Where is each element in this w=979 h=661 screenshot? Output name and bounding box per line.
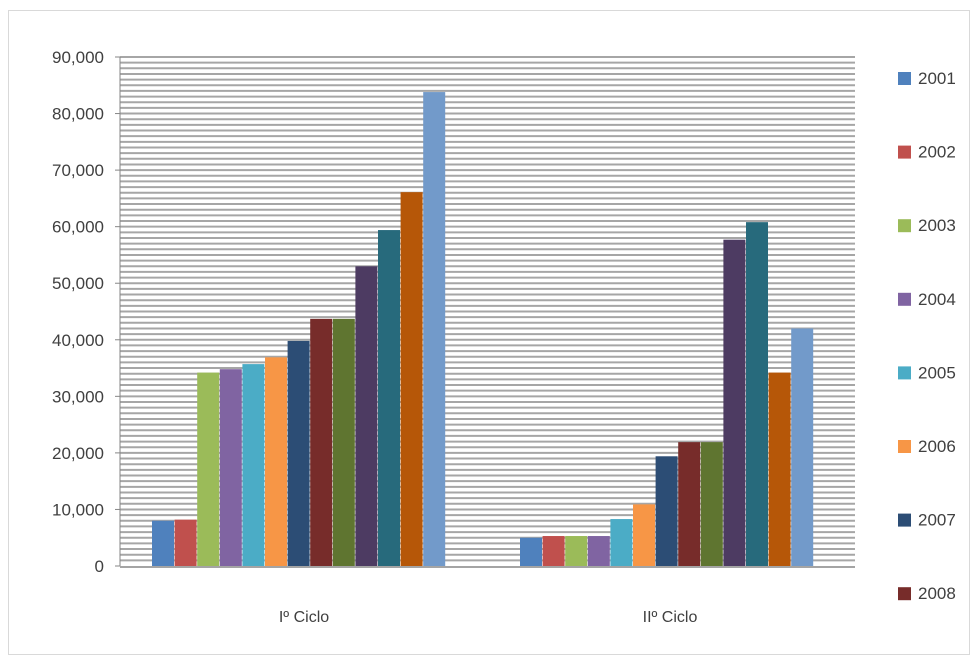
legend-swatch bbox=[898, 440, 911, 453]
legend-label: 2002 bbox=[918, 143, 956, 162]
bar-2008-i-ciclo bbox=[310, 318, 333, 566]
bar-2006-i-ciclo bbox=[265, 357, 287, 566]
bar-2008-ii-ciclo bbox=[678, 442, 701, 566]
y-tick-label: 20,000 bbox=[52, 444, 104, 463]
bar-2001-i-ciclo bbox=[152, 520, 174, 566]
legend-swatch bbox=[898, 72, 911, 85]
legend-label: 2007 bbox=[918, 511, 956, 530]
bar-2010-i-ciclo bbox=[355, 266, 378, 566]
x-category-label: IIº Ciclo bbox=[643, 609, 698, 626]
bar-2011-i-ciclo bbox=[378, 230, 400, 566]
bar-2003-i-ciclo bbox=[197, 372, 220, 566]
bar-2009-i-ciclo bbox=[332, 318, 355, 566]
legend-swatch bbox=[898, 145, 911, 159]
y-tick-label: 80,000 bbox=[52, 105, 104, 124]
bar-2009-ii-ciclo bbox=[700, 442, 723, 566]
legend: 2001 2002 2003 2004 2005 2006 2007 2008 bbox=[898, 69, 956, 603]
bar-2005-ii-ciclo bbox=[610, 519, 633, 566]
legend-swatch bbox=[898, 366, 911, 380]
y-tick-label: 40,000 bbox=[52, 331, 104, 350]
bar-2013-i-ciclo bbox=[423, 92, 446, 566]
x-axis: Iº Ciclo IIº Ciclo bbox=[120, 566, 855, 626]
bar-2012-i-ciclo bbox=[400, 192, 423, 566]
legend-label: 2006 bbox=[918, 437, 956, 456]
y-tick-label: 60,000 bbox=[52, 218, 104, 237]
y-tick-label: 0 bbox=[95, 557, 104, 576]
bar-2002-ii-ciclo bbox=[542, 536, 565, 566]
bar-2012-ii-ciclo bbox=[768, 372, 791, 566]
y-tick-label: 50,000 bbox=[52, 274, 104, 293]
bar-2004-ii-ciclo bbox=[587, 536, 610, 566]
bar-2006-ii-ciclo bbox=[633, 504, 655, 566]
legend-label: 2005 bbox=[918, 363, 956, 382]
legend-label: 2003 bbox=[918, 216, 956, 235]
bar-2002-i-ciclo bbox=[174, 519, 197, 566]
y-tick-label: 90,000 bbox=[52, 48, 104, 67]
legend-swatch bbox=[898, 219, 911, 233]
bars bbox=[152, 92, 814, 567]
y-tick-label: 30,000 bbox=[52, 387, 104, 406]
legend-swatch bbox=[898, 292, 911, 306]
y-tick-label: 70,000 bbox=[52, 161, 104, 180]
bar-2004-i-ciclo bbox=[219, 369, 242, 566]
y-axis: 0 10,000 20,000 30,000 40,000 50,000 60,000 70,… bbox=[52, 48, 121, 576]
legend-swatch bbox=[898, 513, 911, 527]
y-tick-label: 10,000 bbox=[52, 500, 104, 519]
legend-label: 2001 bbox=[918, 69, 956, 88]
bar-2007-i-ciclo bbox=[287, 340, 310, 566]
bar-2001-ii-ciclo bbox=[520, 537, 542, 566]
bar-2007-ii-ciclo bbox=[655, 456, 678, 566]
bar-2013-ii-ciclo bbox=[791, 328, 814, 566]
bar-2010-ii-ciclo bbox=[723, 239, 746, 566]
legend-label: 2004 bbox=[918, 290, 956, 309]
bar-2011-ii-ciclo bbox=[746, 222, 768, 567]
legend-label: 2008 bbox=[918, 584, 956, 603]
bar-2003-ii-ciclo bbox=[565, 536, 588, 566]
bar-2005-i-ciclo bbox=[242, 364, 265, 566]
legend-swatch bbox=[898, 587, 911, 601]
x-category-label: Iº Ciclo bbox=[279, 609, 329, 626]
